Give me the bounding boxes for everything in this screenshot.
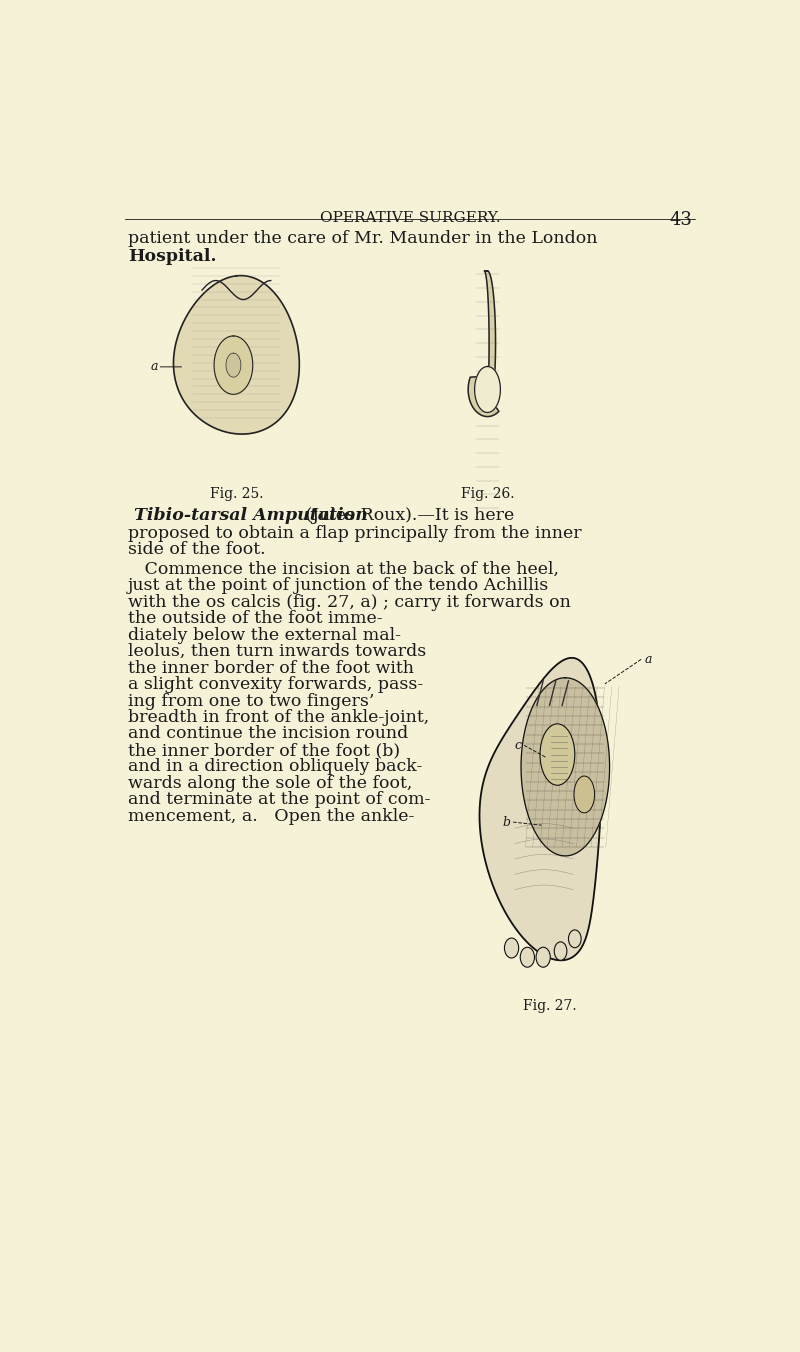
Text: a: a: [150, 361, 158, 373]
Text: patient under the care of Mr. Maunder in the London: patient under the care of Mr. Maunder in…: [128, 230, 598, 247]
Ellipse shape: [569, 930, 581, 948]
Text: and terminate at the point of com-: and terminate at the point of com-: [128, 791, 430, 808]
Polygon shape: [174, 276, 299, 434]
Text: 43: 43: [670, 211, 692, 228]
Text: just at the point of junction of the tendo Achillis: just at the point of junction of the ten…: [128, 577, 549, 595]
Polygon shape: [521, 677, 610, 856]
Text: the inner border of the foot (b): the inner border of the foot (b): [128, 742, 400, 758]
Text: side of the foot.: side of the foot.: [128, 541, 266, 558]
Text: OPERATIVE SURGERY.: OPERATIVE SURGERY.: [320, 211, 500, 224]
Polygon shape: [226, 353, 241, 377]
Ellipse shape: [505, 938, 518, 959]
Ellipse shape: [540, 723, 574, 786]
Text: Fig. 25.: Fig. 25.: [210, 487, 263, 502]
Text: the outside of the foot imme-: the outside of the foot imme-: [128, 610, 382, 627]
Text: (Jules Roux).—It is here: (Jules Roux).—It is here: [300, 507, 514, 523]
Ellipse shape: [536, 948, 550, 967]
Ellipse shape: [554, 942, 567, 960]
Text: Commence the incision at the back of the heel,: Commence the incision at the back of the…: [128, 561, 559, 577]
Text: Fig. 27.: Fig. 27.: [522, 999, 576, 1013]
Text: proposed to obtain a flap principally from the inner: proposed to obtain a flap principally fr…: [128, 525, 582, 542]
Polygon shape: [468, 270, 499, 416]
Text: a: a: [644, 653, 652, 665]
Text: c: c: [514, 738, 521, 752]
Text: with the os calcis (fig. 27, a) ; carry it forwards on: with the os calcis (fig. 27, a) ; carry …: [128, 594, 570, 611]
Text: a slight convexity forwards, pass-: a slight convexity forwards, pass-: [128, 676, 423, 694]
Polygon shape: [474, 366, 500, 412]
Text: b: b: [502, 815, 510, 829]
Text: ing from one to two fingers’: ing from one to two fingers’: [128, 692, 374, 710]
Text: the inner border of the foot with: the inner border of the foot with: [128, 660, 414, 676]
Text: Tibio-tarsal Amputation: Tibio-tarsal Amputation: [134, 507, 368, 523]
Text: Hospital.: Hospital.: [128, 247, 216, 265]
Polygon shape: [479, 658, 602, 960]
Ellipse shape: [574, 776, 594, 813]
Text: leolus, then turn inwards towards: leolus, then turn inwards towards: [128, 644, 426, 660]
Text: wards along the sole of the foot,: wards along the sole of the foot,: [128, 775, 412, 792]
Polygon shape: [214, 335, 253, 395]
Text: breadth in front of the ankle-joint,: breadth in front of the ankle-joint,: [128, 708, 429, 726]
Text: diately below the external mal-: diately below the external mal-: [128, 627, 401, 644]
Text: and in a direction obliquely back-: and in a direction obliquely back-: [128, 758, 422, 775]
Text: Fig. 26.: Fig. 26.: [461, 487, 514, 502]
Text: and continue the incision round: and continue the incision round: [128, 726, 408, 742]
Ellipse shape: [520, 948, 534, 967]
Text: mencement, a.   Open the ankle-: mencement, a. Open the ankle-: [128, 807, 414, 825]
